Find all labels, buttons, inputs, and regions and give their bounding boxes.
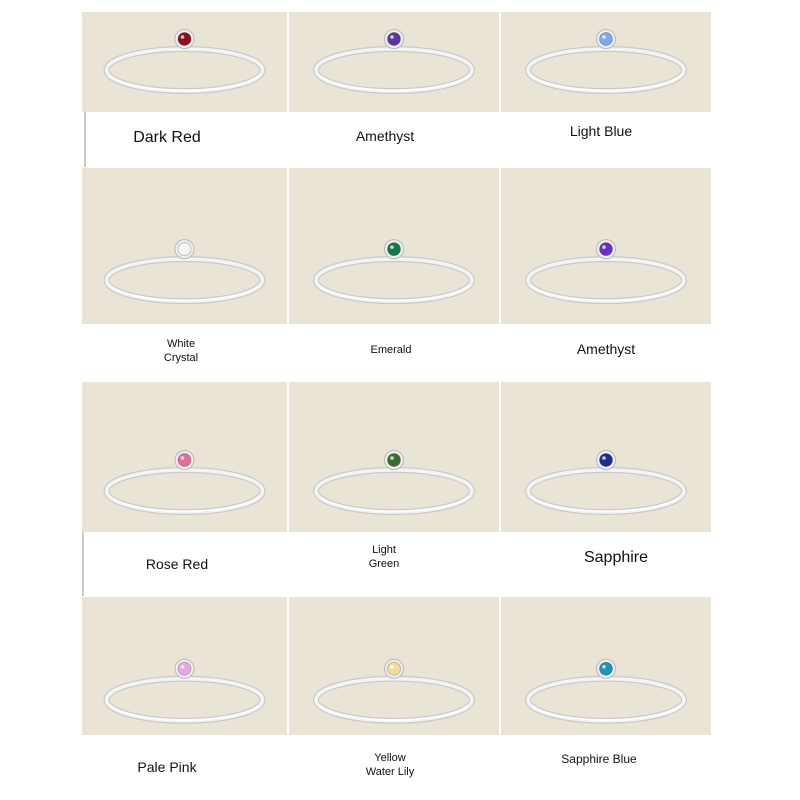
label-rose-red: Rose Red — [145, 556, 209, 572]
row-divider — [84, 112, 86, 167]
gemstone — [177, 32, 192, 46]
ring-photo-amethyst-2 — [501, 168, 711, 324]
gemstone — [599, 661, 613, 676]
label-light-green: Light Green — [368, 544, 400, 570]
label-amethyst: Amethyst — [355, 128, 415, 144]
ring-photo-amethyst — [289, 12, 499, 112]
label-amethyst-2: Amethyst — [576, 341, 636, 357]
label-white-crystal: White Crystal — [163, 338, 199, 364]
label-pale-pink: Pale Pink — [137, 759, 197, 775]
ring-photo-light-blue — [501, 12, 711, 112]
ring-photo-pale-pink — [82, 597, 287, 735]
ring-photo-white-crystal — [82, 168, 287, 324]
label-sapphire-blue: Sapphire Blue — [561, 752, 637, 766]
ring-photo-rose-red — [82, 382, 287, 532]
gemstone — [177, 661, 192, 676]
ring-photo-emerald — [289, 168, 499, 324]
ring-photo-sapphire-blue — [501, 597, 711, 735]
label-sapphire: Sapphire — [583, 549, 649, 566]
ring-photo-sapphire — [501, 382, 711, 532]
gemstone — [387, 242, 401, 257]
gemstone — [599, 453, 613, 467]
gemstone — [387, 32, 401, 46]
gemstone — [387, 453, 401, 467]
ring-photo-dark-red — [82, 12, 287, 112]
ring-photo-light-green — [289, 382, 499, 532]
gemstone — [599, 32, 613, 46]
label-yellow-water-lily: Yellow Water Lily — [365, 752, 415, 778]
gemstone — [387, 661, 401, 676]
gemstone — [177, 242, 192, 257]
gemstone — [599, 242, 613, 257]
gemstone — [177, 453, 192, 467]
row-divider — [82, 532, 84, 596]
label-emerald: Emerald — [370, 344, 412, 356]
ring-photo-yellow-water-lily — [289, 597, 499, 735]
label-light-blue: Light Blue — [569, 123, 633, 139]
label-dark-red: Dark Red — [133, 129, 201, 146]
